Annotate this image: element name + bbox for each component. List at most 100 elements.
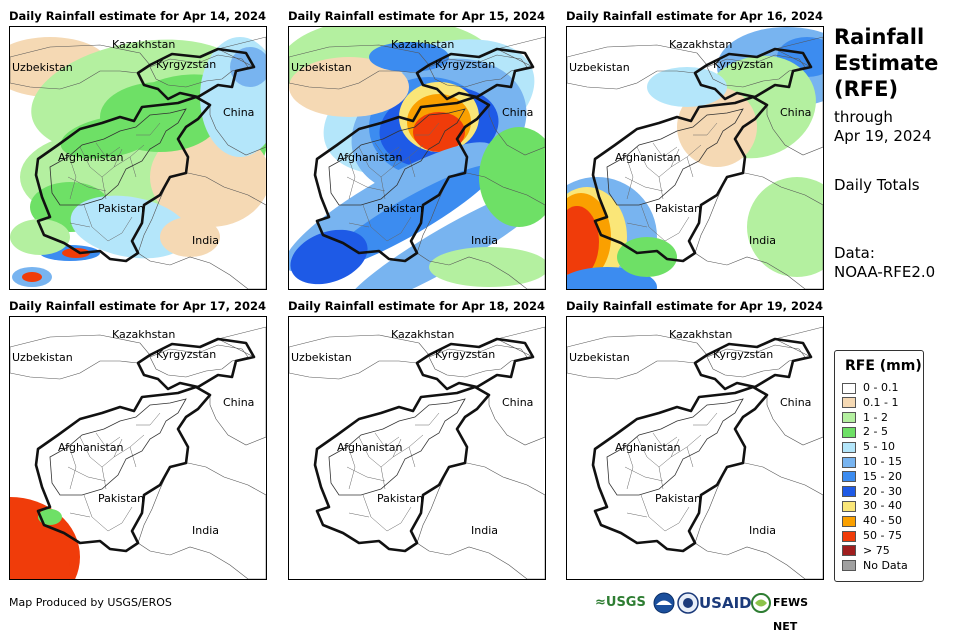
map-label-kazakhstan: Kazakhstan	[391, 328, 455, 341]
rainfall-map-apr14: Kazakhstan Uzbekistan Kyrgyzstan China Afgha…	[9, 26, 267, 290]
map-label-afghanistan: Afghanistan	[615, 441, 681, 454]
map-label-afghanistan: Afghanistan	[337, 441, 403, 454]
legend-swatch	[842, 471, 856, 483]
legend-label: 20 - 30	[863, 484, 902, 498]
rainfall-field	[10, 497, 80, 579]
map-label-afghanistan: Afghanistan	[58, 441, 124, 454]
side-daily-totals: Daily Totals	[834, 176, 920, 194]
map-label-kyrgyzstan: Kyrgyzstan	[713, 348, 774, 361]
legend-swatch	[842, 560, 856, 572]
rainfall-field-layer	[289, 27, 545, 289]
rainfall-map-apr19: Kazakhstan Uzbekistan Kyrgyzstan China Afgha…	[566, 316, 824, 580]
map-label-china: China	[223, 396, 255, 409]
fewsnet-logo: FEWS NET	[773, 596, 809, 633]
map-label-pakistan: Pakistan	[98, 202, 145, 215]
map-label-pakistan: Pakistan	[377, 202, 424, 215]
map-label-china: China	[502, 106, 534, 119]
map-label-uzbekistan: Uzbekistan	[291, 351, 352, 364]
map-label-pakistan: Pakistan	[377, 492, 424, 505]
legend-item: No Data	[842, 559, 908, 573]
map-label-kazakhstan: Kazakhstan	[112, 328, 176, 341]
legend-item: 15 - 20	[842, 470, 902, 484]
side-title-line3: (RFE)	[834, 77, 899, 101]
map-label-afghanistan: Afghanistan	[337, 151, 403, 164]
map-label-india: India	[471, 524, 498, 537]
legend-swatch	[842, 456, 856, 468]
legend-swatch	[842, 441, 856, 453]
legend-label: > 75	[863, 543, 890, 557]
side-title-line1: Rainfall	[834, 25, 925, 49]
legend-item: 30 - 40	[842, 499, 902, 513]
legend-label: 2 - 5	[863, 425, 888, 439]
map-label-india: India	[749, 524, 776, 537]
legend-item: 10 - 15	[842, 455, 902, 469]
map-label-kyrgyzstan: Kyrgyzstan	[713, 58, 774, 71]
map-label-kyrgyzstan: Kyrgyzstan	[156, 58, 217, 71]
legend-label: 15 - 20	[863, 469, 902, 483]
legend-swatch	[842, 515, 856, 527]
map-label-afghanistan: Afghanistan	[58, 151, 124, 164]
legend-label: 0.1 - 1	[863, 395, 899, 409]
legend-item: 5 - 10	[842, 440, 895, 454]
side-title-line2: Estimate	[834, 51, 939, 75]
side-data-label: Data:	[834, 244, 875, 262]
rainfall-field-layer	[289, 326, 545, 579]
legend-label: No Data	[863, 558, 908, 572]
map-label-uzbekistan: Uzbekistan	[12, 61, 73, 74]
map-label-pakistan: Pakistan	[655, 202, 702, 215]
rainfall-map-apr16: Kazakhstan Uzbekistan Kyrgyzstan China Afgha…	[566, 26, 824, 290]
rainfall-field	[10, 37, 266, 287]
legend-item: 50 - 75	[842, 529, 902, 543]
legend-label: 5 - 10	[863, 440, 895, 454]
legend-swatch	[842, 500, 856, 512]
map-label-india: India	[192, 524, 219, 537]
rainfall-map-apr18: Kazakhstan Uzbekistan Kyrgyzstan China Afgha…	[288, 316, 546, 580]
map-label-india: India	[749, 234, 776, 247]
rainfall-field-layer	[567, 326, 823, 579]
rainfall-map-apr15: Kazakhstan Uzbekistan Kyrgyzstan China Afgha…	[288, 26, 546, 290]
legend-item: 1 - 2	[842, 411, 888, 425]
map-label-china: China	[223, 106, 255, 119]
map-label-india: India	[192, 234, 219, 247]
map-label-kyrgyzstan: Kyrgyzstan	[156, 348, 217, 361]
legend-swatch	[842, 397, 856, 409]
map-label-china: China	[502, 396, 534, 409]
legend-item: 2 - 5	[842, 425, 888, 439]
footer-credit: Map Produced by USGS/EROS	[9, 596, 172, 609]
panel-title-apr18: Daily Rainfall estimate for Apr 18, 2024	[288, 299, 545, 313]
panel-title-apr16: Daily Rainfall estimate for Apr 16, 2024	[566, 9, 823, 23]
legend-swatch	[842, 530, 856, 542]
rainfall-field-layer	[567, 27, 823, 289]
side-end-date: Apr 19, 2024	[834, 127, 932, 145]
side-through: through	[834, 108, 893, 126]
map-label-kyrgyzstan: Kyrgyzstan	[435, 58, 496, 71]
legend-label: 0 - 0.1	[863, 381, 899, 394]
rainfall-field-layer	[10, 36, 266, 289]
usaid-logo: USAID	[699, 594, 752, 612]
map-label-china: China	[780, 396, 812, 409]
map-label-uzbekistan: Uzbekistan	[569, 351, 630, 364]
map-label-uzbekistan: Uzbekistan	[569, 61, 630, 74]
legend-swatch	[842, 426, 856, 438]
legend-item: 0.1 - 1	[842, 396, 898, 410]
legend-label: 40 - 50	[863, 514, 902, 528]
rainfall-field	[567, 27, 823, 289]
legend-item: > 75	[842, 544, 890, 558]
map-label-pakistan: Pakistan	[655, 492, 702, 505]
legend-label: 10 - 15	[863, 455, 902, 468]
fewsnet-globe-icon	[751, 591, 771, 622]
legend-swatch	[842, 545, 856, 557]
rainfall-map-apr17: Kazakhstan Uzbekistan Kyrgyzstan China Afgha…	[9, 316, 267, 580]
legend-swatch	[842, 412, 856, 424]
legend-label: 1 - 2	[863, 410, 888, 424]
side-data-source: NOAA-RFE2.0	[834, 263, 936, 281]
map-label-kazakhstan: Kazakhstan	[112, 38, 176, 51]
legend-item: 40 - 50	[842, 514, 902, 528]
doc-seal-icon	[677, 591, 699, 623]
partner-logos: ≈USGS USAID FEWS NET	[595, 591, 830, 633]
map-label-kyrgyzstan: Kyrgyzstan	[435, 348, 496, 361]
legend-swatch	[842, 486, 856, 498]
map-label-kazakhstan: Kazakhstan	[391, 38, 455, 51]
side-title: Rainfall Estimate (RFE)	[834, 24, 938, 102]
